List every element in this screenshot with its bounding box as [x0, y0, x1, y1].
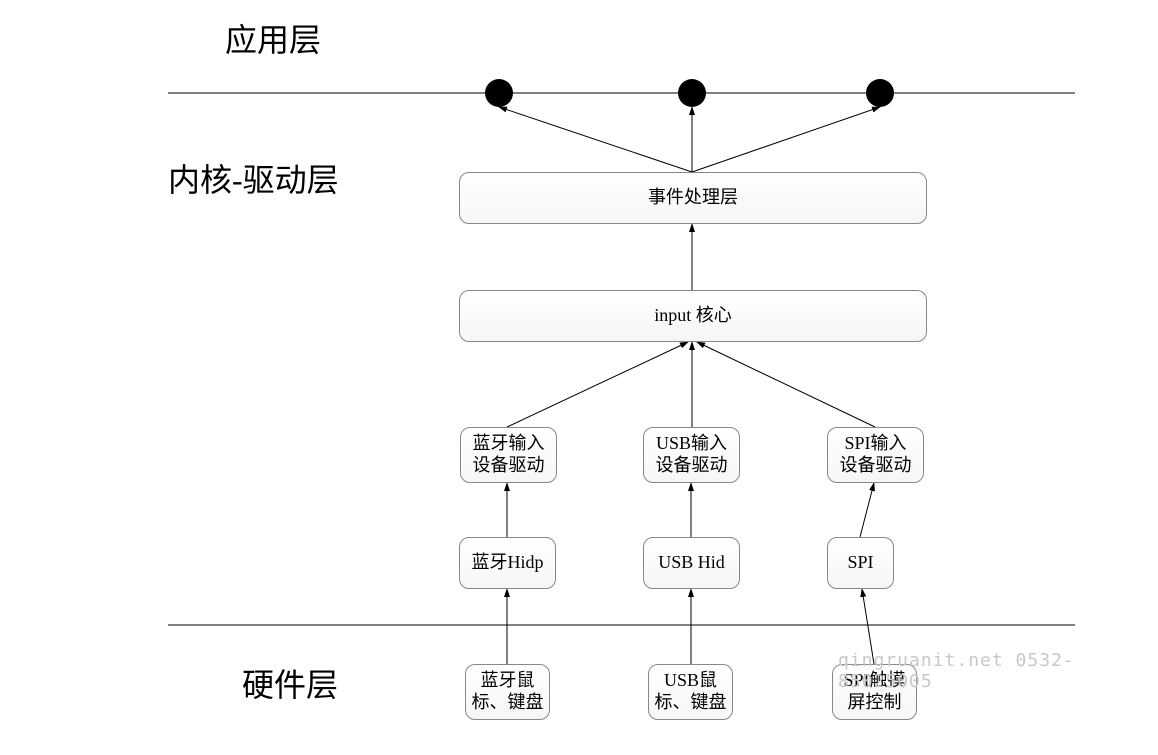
interface-dot: [866, 79, 894, 107]
interface-dot: [678, 79, 706, 107]
interface-dot: [485, 79, 513, 107]
node-bluetooth-hardware: 蓝牙鼠 标、键盘: [465, 664, 550, 720]
edge-arrow: [860, 483, 874, 537]
edge-arrow: [499, 107, 692, 172]
watermark-text: qingruanit.net 0532-85025005: [838, 650, 1158, 692]
node-usb-hid: USB Hid: [643, 537, 740, 589]
edge-arrow: [692, 107, 880, 172]
edge-arrow: [507, 342, 688, 427]
node-input-core: input 核心: [459, 290, 927, 342]
diagram-svg: [0, 0, 1158, 755]
node-usb-driver: USB输入 设备驱动: [643, 427, 740, 483]
node-spi-driver: SPI输入 设备驱动: [827, 427, 924, 483]
diagram-stage: 应用层 内核-驱动层 硬件层 事件处理层 input 核心 蓝牙输入 设备驱动 …: [0, 0, 1158, 755]
node-bluetooth-hidp: 蓝牙Hidp: [459, 537, 556, 589]
node-spi: SPI: [827, 537, 894, 589]
layer-label-kernel: 内核-驱动层: [168, 155, 339, 201]
layer-label-hardware: 硬件层: [242, 660, 338, 706]
node-bluetooth-driver: 蓝牙输入 设备驱动: [460, 427, 557, 483]
node-usb-hardware: USB鼠 标、键盘: [648, 664, 733, 720]
node-event-handler-layer: 事件处理层: [459, 172, 927, 224]
layer-label-app: 应用层: [225, 15, 321, 61]
edge-arrow: [697, 342, 875, 427]
